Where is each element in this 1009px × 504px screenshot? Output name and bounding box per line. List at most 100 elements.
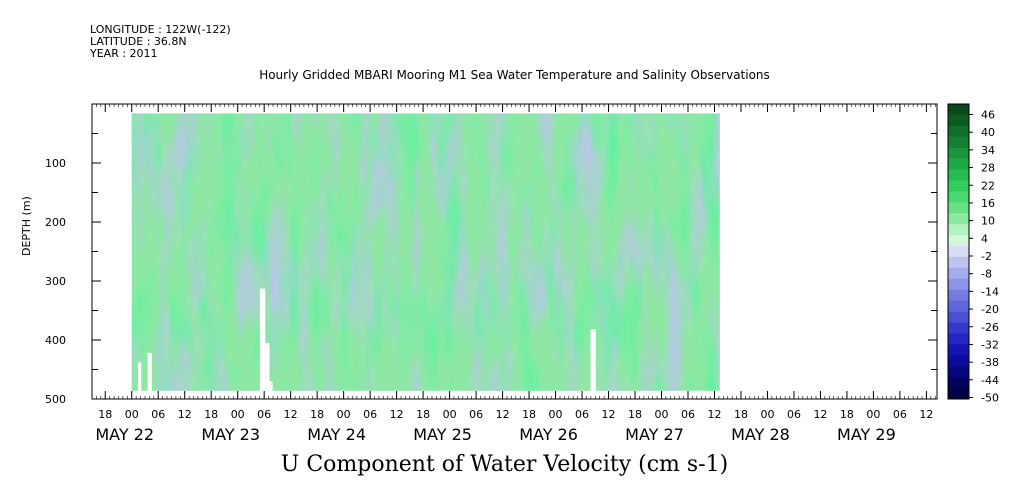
x-hour-label: 12 <box>919 408 933 421</box>
x-date-label: MAY 23 <box>201 425 260 444</box>
x-hour-label: 12 <box>602 408 616 421</box>
colorbar-swatch <box>948 366 969 378</box>
x-hour-label: 18 <box>840 408 854 421</box>
y-tick-label: 200 <box>45 216 66 229</box>
y-tick-label: 500 <box>45 393 66 406</box>
colorbar-swatch <box>948 377 969 389</box>
colorbar-swatch <box>948 104 969 116</box>
colorbar-label: -8 <box>981 268 992 281</box>
colorbar-label: -14 <box>981 285 999 298</box>
x-hour-label: 00 <box>443 408 457 421</box>
colorbar-swatch <box>948 114 969 127</box>
colorbar-label: 4 <box>981 232 988 245</box>
year-label: YEAR : 2011 <box>90 47 158 60</box>
x-hour-label: 06 <box>893 408 907 421</box>
x-hour-label: 18 <box>310 408 324 421</box>
colorbar-swatch <box>948 180 969 192</box>
latitude-label: LATITUDE : 36.8N <box>90 35 187 48</box>
data-gap <box>147 352 152 391</box>
data-gap <box>269 381 273 391</box>
colorbar-label: 16 <box>981 197 995 210</box>
colorbar-swatch <box>948 289 969 301</box>
colorbar-swatch <box>948 322 969 334</box>
colorbar-swatch <box>948 355 969 367</box>
colorbar-swatch <box>948 125 969 138</box>
colorbar-swatch <box>948 333 969 345</box>
colorbar-swatch <box>948 158 969 170</box>
x-hour-label: 12 <box>390 408 404 421</box>
colorbar-label: 10 <box>981 215 995 228</box>
x-date-label: MAY 24 <box>307 425 366 444</box>
colorbar: 46 40 34 28 22 16 10 4 -2 -8 -14 -20 -26 -32 -38 -44 -50 <box>947 103 999 405</box>
x-hour-label: 18 <box>204 408 218 421</box>
location-header: LONGITUDE : 122W(-122) LATITUDE : 36.8N … <box>90 24 231 60</box>
x-hour-label: 18 <box>628 408 642 421</box>
x-hour-label: 00 <box>231 408 245 421</box>
colorbar-label: 34 <box>981 144 995 157</box>
colorbar-label: -32 <box>981 338 999 351</box>
x-hour-label: 06 <box>575 408 589 421</box>
colorbar-label: -38 <box>981 356 999 369</box>
x-hour-label: 12 <box>178 408 192 421</box>
x-hour-label: 06 <box>363 408 377 421</box>
y-tick-label: 100 <box>45 157 66 170</box>
colorbar-label: 28 <box>981 162 995 175</box>
colorbar-swatch <box>948 224 969 236</box>
y-tick-label: 300 <box>45 275 66 288</box>
colorbar-label: -20 <box>981 303 999 316</box>
x-date-label: MAY 28 <box>731 425 790 444</box>
y-axis-label: DEPTH (m) <box>20 196 33 256</box>
colorbar-label: -44 <box>981 374 999 387</box>
x-hour-label: 18 <box>98 408 112 421</box>
x-hour-label: 12 <box>813 408 827 421</box>
x-hour-label: 12 <box>707 408 721 421</box>
x-hour-label: 12 <box>284 408 298 421</box>
plot-area <box>91 103 938 400</box>
colorbar-label: -26 <box>981 321 999 334</box>
x-date-label: MAY 29 <box>837 425 896 444</box>
x-hour-label: 18 <box>522 408 536 421</box>
y-axis: 100 200 300 400 500 <box>45 103 937 406</box>
colorbar-swatch <box>948 388 969 400</box>
colorbar-label: 22 <box>981 179 995 192</box>
colorbar-swatch <box>948 300 969 312</box>
x-hour-label: 00 <box>549 408 563 421</box>
x-hour-label: 06 <box>787 408 801 421</box>
x-hour-label: 06 <box>469 408 483 421</box>
data-gap <box>590 329 596 391</box>
colorbar-swatch <box>948 213 969 225</box>
data-gap <box>138 362 142 391</box>
colorbar-swatch <box>948 191 969 203</box>
x-hour-label: 00 <box>337 408 351 421</box>
colorbar-swatch <box>948 311 969 323</box>
x-hour-label: 06 <box>151 408 165 421</box>
x-hour-label: 00 <box>866 408 880 421</box>
x-hour-label: 00 <box>655 408 669 421</box>
colorbar-label: 46 <box>981 109 995 122</box>
colorbar-swatch <box>948 136 969 149</box>
x-axis: 18 00 06 12 18 00 06 12 18 00 06 12 18 00 06 12 18 00 06 12… <box>91 104 936 444</box>
velocity-field <box>131 113 720 391</box>
data-gaps <box>138 288 596 391</box>
colorbar-label: -50 <box>981 392 999 405</box>
colorbar-swatch <box>948 344 969 356</box>
colorbar-swatch <box>948 246 969 258</box>
x-hour-label: 18 <box>734 408 748 421</box>
colorbar-swatch <box>948 169 969 181</box>
x-hour-label: 12 <box>496 408 510 421</box>
colorbar-swatch <box>948 278 969 291</box>
data-gap <box>259 288 266 391</box>
x-hour-label: 06 <box>681 408 695 421</box>
colorbar-swatch <box>948 256 969 269</box>
y-tick-label: 400 <box>45 334 66 347</box>
longitude-label: LONGITUDE : 122W(-122) <box>90 23 231 36</box>
colorbar-label: -2 <box>981 250 992 263</box>
x-axis-label: U Component of Water Velocity (cm s-1) <box>280 452 729 477</box>
colorbar-swatch <box>948 235 969 247</box>
x-date-label: MAY 22 <box>95 425 154 444</box>
x-hour-label: 06 <box>257 408 271 421</box>
colorbar-swatch <box>948 267 969 280</box>
colorbar-swatch <box>948 147 969 159</box>
x-date-label: MAY 25 <box>413 425 472 444</box>
